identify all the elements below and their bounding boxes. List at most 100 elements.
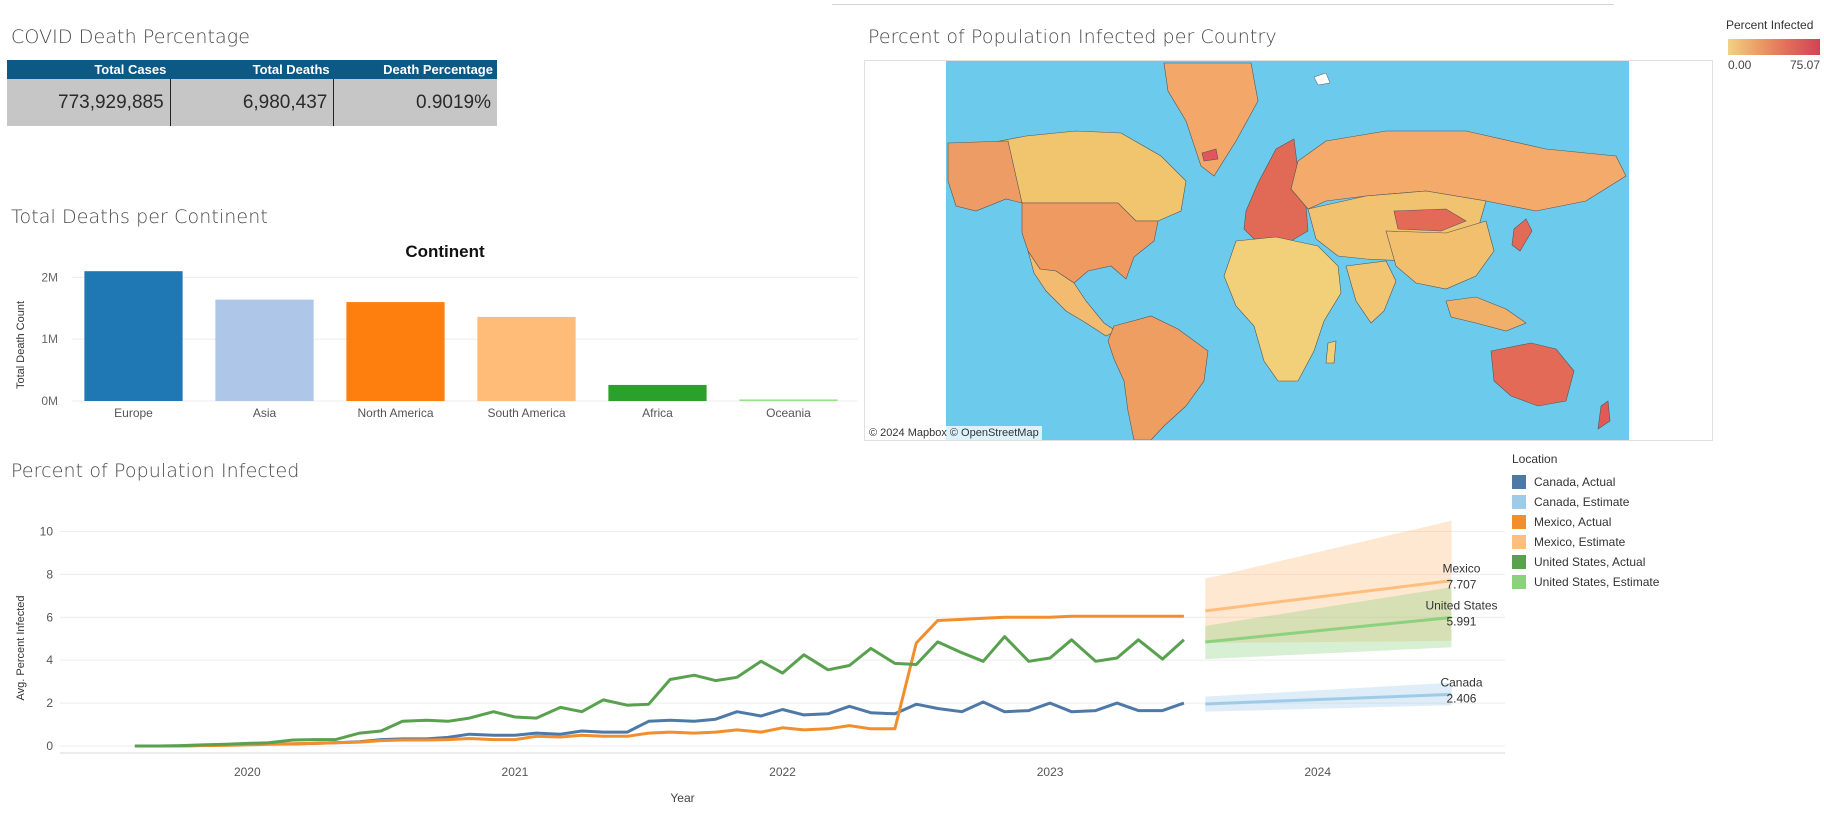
legend-item[interactable]: Canada, Actual (1512, 472, 1659, 492)
kpi-header-total-deaths: Total Deaths (252, 62, 330, 77)
bar-x-tick-label: Europe (114, 406, 153, 420)
map-attribution[interactable]: © 2024 Mapbox © OpenStreetMap (866, 426, 1042, 440)
legend-swatch (1512, 475, 1526, 489)
bar-x-tick-label: South America (487, 406, 565, 420)
legend-label: Mexico, Estimate (1534, 535, 1626, 549)
world-choropleth-map[interactable] (946, 61, 1629, 440)
country-madagascar[interactable] (1325, 340, 1337, 364)
map-color-legend: Percent Infected 0.00 75.07 (1716, 18, 1820, 72)
bar-y-axis-label: Total Death Count (15, 301, 27, 389)
line-y-tick-label: 4 (46, 653, 53, 667)
bar-x-tick-label: North America (357, 406, 433, 420)
region-svalbard[interactable] (1313, 72, 1331, 86)
forecast-band (1205, 682, 1452, 712)
map-title: Percent of Population Infected per Count… (868, 26, 1277, 48)
forecast-band (1205, 587, 1452, 660)
bar-y-tick-label: 2M (41, 270, 58, 284)
legend-swatch (1512, 555, 1526, 569)
legend-swatch (1512, 575, 1526, 589)
country-alaska[interactable] (947, 140, 1023, 212)
bar-asia[interactable] (215, 299, 314, 401)
country-russia[interactable] (1290, 130, 1627, 212)
forecast-series-label: Canada (1440, 675, 1482, 689)
country-greenland[interactable] (1163, 62, 1259, 177)
bar-x-tick-label: Asia (253, 406, 277, 420)
bar-south-america[interactable] (477, 316, 576, 401)
map-legend-gradient (1728, 39, 1820, 55)
legend-item[interactable]: United States, Actual (1512, 552, 1659, 572)
line-x-tick-label: 2024 (1304, 765, 1331, 779)
country-new-zealand[interactable] (1597, 400, 1611, 430)
series-legend-title: Location (1512, 452, 1558, 466)
line-y-tick-label: 2 (46, 696, 53, 710)
forecast-series-label: United States (1425, 598, 1497, 612)
legend-swatch (1512, 535, 1526, 549)
line-y-tick-label: 10 (40, 524, 54, 538)
line-x-axis-label: Year (670, 791, 694, 805)
series-line-mexico[interactable] (134, 614, 1184, 748)
kpi-value-total-deaths: 6,980,437 (171, 79, 335, 126)
series-line-united-states[interactable] (134, 635, 1185, 748)
forecast-line[interactable] (1205, 615, 1452, 644)
bar-y-tick-label: 1M (41, 332, 58, 346)
kpi-value-total-cases: 773,929,885 (7, 79, 171, 126)
country-iceland[interactable] (1201, 148, 1219, 162)
line-chart-title: Percent of Population Infected (11, 460, 300, 482)
country-mongolia[interactable] (1393, 208, 1467, 232)
region-southeast-asia[interactable] (1445, 296, 1527, 332)
map-legend-min: 0.00 (1728, 58, 1752, 72)
kpi-header-death-percentage: Death Percentage (383, 62, 493, 77)
legend-swatch (1512, 495, 1526, 509)
forecast-line[interactable] (1205, 579, 1452, 613)
bar-x-tick-label: Oceania (766, 406, 811, 420)
legend-swatch (1512, 515, 1526, 529)
infection-line-chart[interactable]: 0 2 4 6 8 10 2020 2021 2022 2023 2024 Year Avg. Perc… (0, 490, 1510, 825)
line-x-tick-label: 2023 (1037, 765, 1064, 779)
legend-label: Canada, Actual (1534, 475, 1616, 489)
forecast-value-label: 7.707 (1446, 578, 1476, 592)
kpi-header-total-cases: Total Cases (94, 62, 167, 77)
line-x-tick-label: 2020 (234, 765, 261, 779)
continent-south-america[interactable] (1107, 315, 1209, 440)
bar-africa[interactable] (608, 384, 707, 401)
map-frame (864, 60, 1713, 441)
line-y-axis-label: Avg. Percent Infected (15, 596, 27, 701)
legend-label: United States, Estimate (1534, 575, 1660, 589)
legend-item[interactable]: Canada, Estimate (1512, 492, 1659, 512)
country-australia[interactable] (1490, 342, 1575, 407)
kpi-title: COVID Death Percentage (11, 26, 251, 48)
line-y-tick-label: 8 (46, 567, 53, 581)
bar-oceania[interactable] (739, 399, 838, 401)
country-japan[interactable] (1511, 218, 1533, 252)
bar-europe[interactable] (84, 271, 183, 401)
kpi-header-row: Total Cases Total Deaths Death Percentag… (7, 60, 497, 79)
bar-y-tick-label: 0M (41, 394, 58, 408)
country-india[interactable] (1345, 260, 1397, 324)
continent-bar-chart[interactable]: Continent 0M 1M 2M Total Death Count Europe As… (0, 235, 860, 435)
line-x-tick-label: 2021 (502, 765, 529, 779)
legend-item[interactable]: Mexico, Actual (1512, 512, 1659, 532)
forecast-value-label: 2.406 (1446, 691, 1476, 705)
forecast-line[interactable] (1205, 692, 1452, 706)
bar-chart-title: Total Deaths per Continent (11, 206, 268, 228)
line-x-tick-label: 2022 (769, 765, 796, 779)
continent-africa[interactable] (1223, 236, 1342, 382)
kpi-value-row: 773,929,885 6,980,437 0.9019% (7, 79, 497, 126)
forecast-value-label: 5.991 (1446, 614, 1476, 628)
forecast-band (1205, 520, 1452, 644)
line-y-tick-label: 0 (46, 739, 53, 753)
legend-label: Mexico, Actual (1534, 515, 1612, 529)
series-legend: Location Canada, Actual Canada, Estimate M… (1512, 452, 1659, 592)
bar-chart-header: Continent (405, 242, 485, 261)
bar-north-america[interactable] (346, 302, 445, 401)
top-divider (832, 4, 1614, 5)
country-china[interactable] (1385, 220, 1495, 290)
forecast-series-label: Mexico (1442, 562, 1480, 576)
legend-item[interactable]: United States, Estimate (1512, 572, 1659, 592)
legend-item[interactable]: Mexico, Estimate (1512, 532, 1659, 552)
line-y-tick-label: 6 (46, 610, 53, 624)
kpi-value-death-percentage: 0.9019% (416, 92, 492, 113)
kpi-table[interactable]: Total Cases Total Deaths Death Percentag… (7, 60, 497, 126)
legend-label: Canada, Estimate (1534, 495, 1630, 509)
map-legend-title: Percent Infected (1726, 18, 1814, 32)
